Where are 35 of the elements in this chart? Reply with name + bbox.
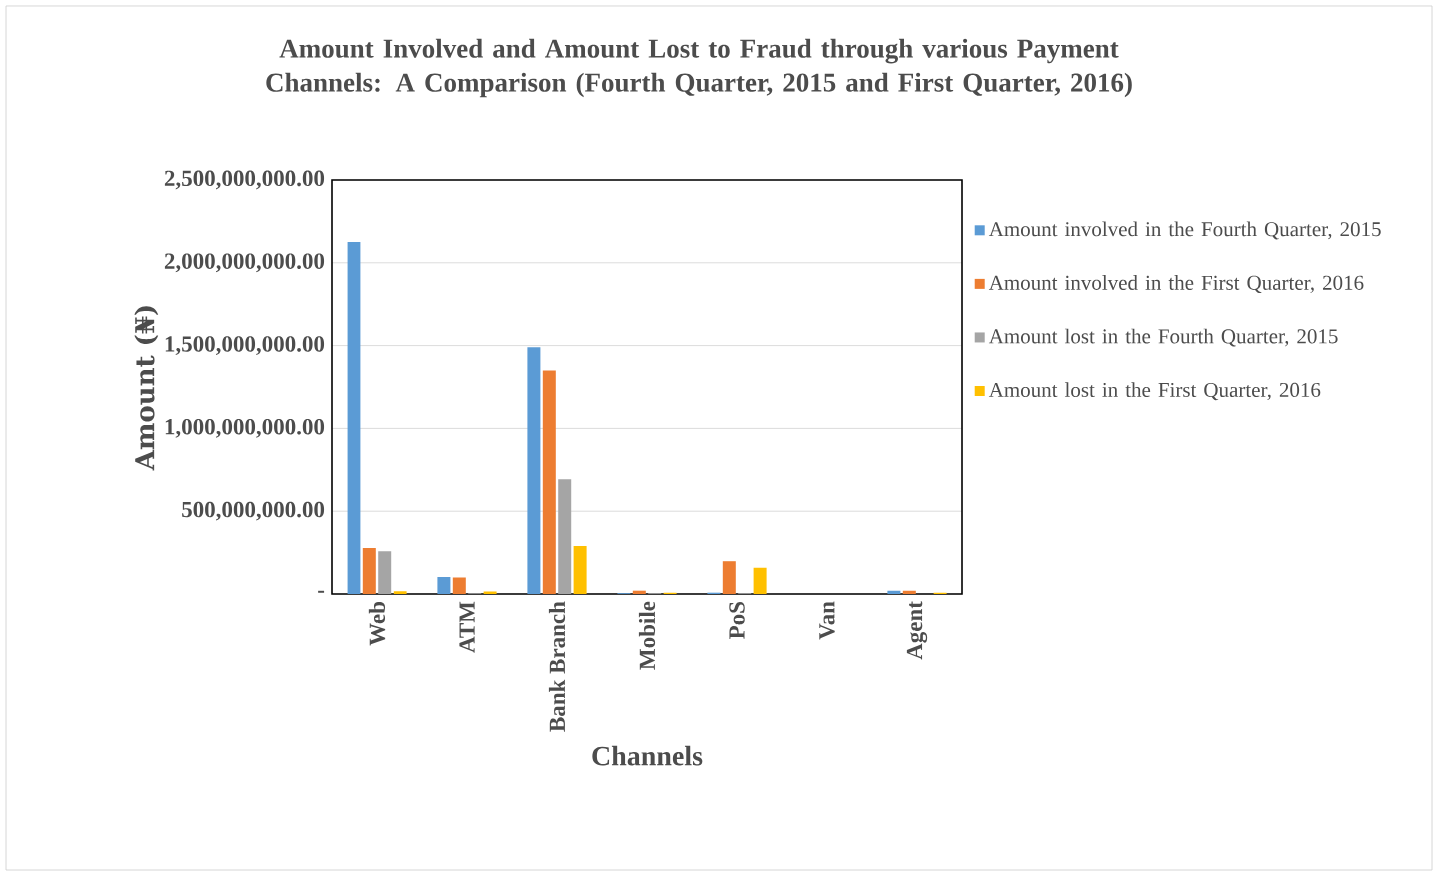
legend-label: Amount lost in the First Quarter, 2016: [988, 382, 1321, 401]
bar: [452, 577, 466, 594]
x-tick-label: ATM: [459, 601, 475, 653]
bar: [573, 545, 587, 594]
bar: [558, 479, 572, 594]
bar: [753, 567, 767, 594]
x-tick-label: Van: [819, 601, 835, 640]
y-tick-label: 500,000,000.00: [182, 501, 325, 521]
y-tick-label: 1,000,000,000.00: [165, 418, 325, 438]
x-tick-label: Web: [368, 601, 386, 646]
y-axis-title: Amount (₦): [134, 306, 159, 471]
bar: [393, 591, 407, 594]
x-tick-label: Bank Branch: [548, 601, 566, 732]
bar: [632, 590, 646, 594]
legend-label: Amount involved in the First Quarter, 2016: [988, 275, 1364, 294]
bar: [887, 590, 901, 594]
bar: [542, 370, 556, 594]
y-tick-label: 1,500,000,000.00: [165, 336, 325, 356]
bar: [527, 347, 541, 594]
bar: [347, 242, 361, 594]
y-tick-label: 2,500,000,000.00: [164, 170, 325, 190]
x-tick-label: PoS: [729, 602, 745, 639]
bar: [437, 577, 451, 594]
bar: [378, 551, 392, 594]
y-tick-label: 2,000,000,000.00: [164, 253, 325, 273]
legend-label: Amount involved in the Fourth Quarter, 2015: [988, 221, 1381, 240]
x-tick-label: Agent: [906, 601, 928, 660]
bar: [722, 561, 736, 594]
x-axis-title: Channels: [592, 745, 703, 766]
bar: [902, 590, 916, 594]
chart-title: Amount Involved and Amount Lost to Fraud through various Payment Channels: A Comparison (Fourth Quarter, 2015 and First Quarter, 2016): [266, 38, 1132, 98]
y-tick-label: -: [318, 590, 325, 593]
x-tick-label: Mobile: [638, 601, 656, 670]
bar: [362, 547, 376, 594]
legend-label: Amount lost in the Fourth Quarter, 2015: [988, 328, 1338, 347]
